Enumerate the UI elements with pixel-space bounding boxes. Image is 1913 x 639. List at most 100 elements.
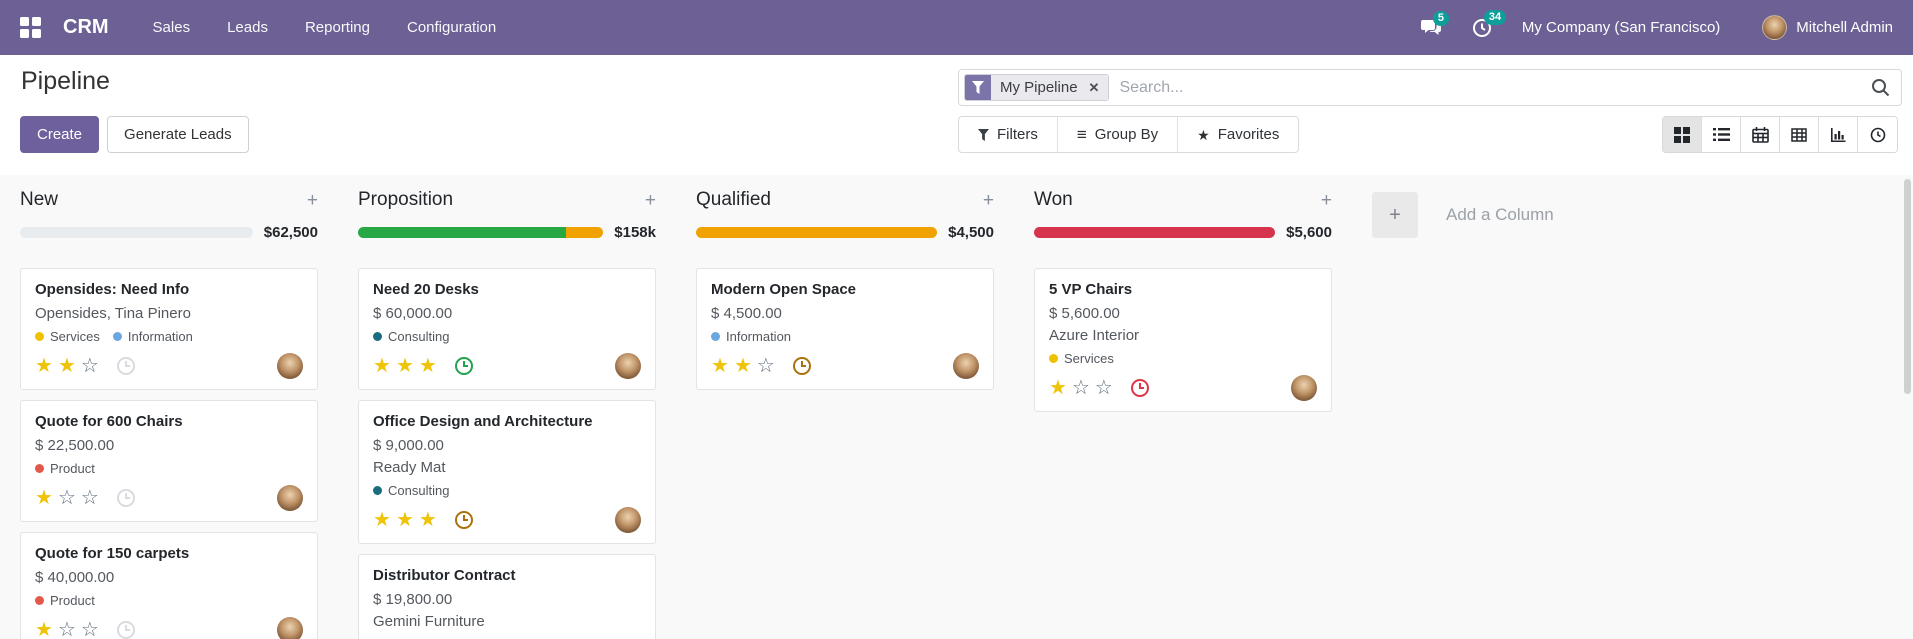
- star-filled-icon[interactable]: ★: [35, 487, 58, 509]
- activity-clock-icon[interactable]: [454, 357, 473, 375]
- menu-reporting[interactable]: Reporting: [304, 19, 370, 36]
- salesperson-avatar[interactable]: [953, 353, 979, 379]
- create-button[interactable]: Create: [20, 116, 100, 153]
- app-name[interactable]: CRM: [63, 16, 109, 38]
- priority-stars[interactable]: ★★☆: [35, 356, 104, 376]
- star-filled-icon[interactable]: ★: [395, 509, 419, 531]
- user-menu[interactable]: Mitchell Admin: [1796, 19, 1893, 36]
- quick-create-icon[interactable]: +: [306, 189, 318, 211]
- progress-segment-planned[interactable]: [358, 227, 567, 238]
- activity-clock-icon[interactable]: [116, 489, 135, 507]
- menu-leads[interactable]: Leads: [227, 19, 268, 36]
- activity-clock-icon[interactable]: [454, 511, 473, 529]
- kanban-card[interactable]: Distributor Contract $ 19,800.00 Gemini …: [358, 554, 656, 639]
- tag-dot: [112, 332, 122, 341]
- salesperson-avatar[interactable]: [1291, 375, 1317, 401]
- column-progressbar[interactable]: [1034, 227, 1276, 238]
- view-switch-graph[interactable]: [1819, 117, 1858, 152]
- star-filled-icon[interactable]: ★: [373, 355, 396, 377]
- kanban-column-won: Won + $5,600 5 VP Chairs $ 5,600.00 Azur…: [1034, 189, 1332, 422]
- kanban-card[interactable]: Quote for 600 Chairs $ 22,500.00 Product…: [20, 400, 318, 522]
- user-avatar[interactable]: [1762, 15, 1788, 40]
- search-bar[interactable]: My Pipeline ✕: [958, 69, 1902, 106]
- salesperson-avatar[interactable]: [615, 507, 641, 533]
- company-switcher[interactable]: My Company (San Francisco): [1521, 19, 1721, 36]
- activity-clock-icon[interactable]: [792, 357, 811, 375]
- add-column-button[interactable]: +: [1372, 192, 1418, 238]
- quick-create-icon[interactable]: +: [1320, 189, 1332, 211]
- star-filled-icon[interactable]: ★: [418, 509, 442, 531]
- activity-clock-icon[interactable]: [1130, 379, 1149, 397]
- star-filled-icon[interactable]: ★: [35, 355, 58, 377]
- column-progressbar[interactable]: [20, 227, 253, 238]
- salesperson-avatar[interactable]: [277, 485, 303, 511]
- kanban-card[interactable]: Office Design and Architecture $ 9,000.0…: [358, 400, 656, 544]
- view-switch-activity[interactable]: [1858, 117, 1897, 152]
- priority-stars[interactable]: ★★★: [373, 356, 442, 376]
- quick-create-icon[interactable]: +: [982, 189, 994, 211]
- salesperson-avatar[interactable]: [615, 353, 641, 379]
- menu-configuration[interactable]: Configuration: [407, 19, 497, 36]
- favorites-button[interactable]: ★ Favorites: [1197, 126, 1280, 143]
- view-switch-pivot[interactable]: [1780, 117, 1819, 152]
- progress-segment-today[interactable]: [566, 227, 604, 238]
- kanban-card[interactable]: Need 20 Desks $ 60,000.00 Consulting ★★★: [358, 268, 656, 390]
- star-filled-icon[interactable]: ★: [373, 509, 396, 531]
- star-empty-icon[interactable]: ☆: [1094, 377, 1118, 399]
- star-filled-icon[interactable]: ★: [711, 355, 734, 377]
- search-facet: My Pipeline ✕: [964, 74, 1110, 101]
- messages-menu-button[interactable]: 5: [1420, 10, 1450, 37]
- star-empty-icon[interactable]: ☆: [80, 619, 104, 639]
- star-filled-icon[interactable]: ★: [395, 355, 419, 377]
- priority-stars[interactable]: ★☆☆: [35, 488, 104, 508]
- card-amount: $ 40,000.00: [35, 569, 115, 586]
- salesperson-avatar[interactable]: [277, 617, 303, 639]
- star-filled-icon[interactable]: ★: [57, 355, 81, 377]
- star-empty-icon[interactable]: ☆: [57, 619, 81, 639]
- filters-button[interactable]: Filters: [959, 117, 1058, 152]
- view-switch-kanban[interactable]: [1663, 117, 1702, 152]
- priority-stars[interactable]: ★☆☆: [35, 620, 104, 639]
- quick-create-icon[interactable]: +: [644, 189, 656, 211]
- kanban-column-proposition: Proposition + $158k Need 20 Desks $ 60,0…: [358, 189, 656, 639]
- star-filled-icon[interactable]: ★: [418, 355, 442, 377]
- progress-segment-overdue[interactable]: [1034, 227, 1276, 238]
- star-empty-icon[interactable]: ☆: [80, 487, 104, 509]
- menu-sales[interactable]: Sales: [152, 19, 191, 36]
- apps-menu-icon[interactable]: [20, 17, 41, 38]
- card-title: Office Design and Architecture: [373, 413, 593, 430]
- star-empty-icon[interactable]: ☆: [57, 487, 81, 509]
- top-navbar: CRM Sales Leads Reporting Configuration …: [0, 0, 1913, 55]
- priority-stars[interactable]: ★★☆: [711, 356, 780, 376]
- kanban-card[interactable]: Opensides: Need Info Opensides, Tina Pin…: [20, 268, 318, 390]
- card-amount: $ 5,600.00: [1049, 305, 1120, 322]
- column-total: $5,600: [1286, 224, 1332, 241]
- star-empty-icon[interactable]: ☆: [80, 355, 104, 377]
- scrollbar-thumb[interactable]: [1904, 179, 1911, 394]
- search-input[interactable]: [1117, 77, 1871, 98]
- search-icon[interactable]: [1871, 78, 1890, 97]
- generate-leads-button[interactable]: Generate Leads: [107, 116, 249, 153]
- star-filled-icon[interactable]: ★: [1049, 377, 1072, 399]
- activities-menu-button[interactable]: 34: [1472, 9, 1507, 38]
- remove-facet-icon[interactable]: ✕: [1086, 75, 1109, 100]
- group-by-button[interactable]: ≡ Group By: [1058, 117, 1179, 152]
- activity-clock-icon[interactable]: [116, 621, 135, 639]
- column-progressbar[interactable]: [358, 227, 604, 238]
- view-switch-calendar[interactable]: [1741, 117, 1780, 152]
- progress-segment-today[interactable]: [696, 227, 938, 238]
- priority-stars[interactable]: ★★★: [373, 510, 442, 530]
- priority-stars[interactable]: ★☆☆: [1049, 378, 1118, 398]
- view-switch-list[interactable]: [1702, 117, 1741, 152]
- kanban-card[interactable]: 5 VP Chairs $ 5,600.00 Azure Interior Se…: [1034, 268, 1332, 412]
- kanban-card[interactable]: Quote for 150 carpets $ 40,000.00 Produc…: [20, 532, 318, 639]
- activity-clock-icon[interactable]: [116, 357, 135, 375]
- salesperson-avatar[interactable]: [277, 353, 303, 379]
- star-empty-icon[interactable]: ☆: [756, 355, 780, 377]
- star-empty-icon[interactable]: ☆: [1071, 377, 1095, 399]
- star-filled-icon[interactable]: ★: [35, 619, 58, 639]
- column-total: $158k: [614, 224, 656, 241]
- star-filled-icon[interactable]: ★: [733, 355, 757, 377]
- kanban-card[interactable]: Modern Open Space $ 4,500.00 Information…: [696, 268, 994, 390]
- column-progressbar[interactable]: [696, 227, 938, 238]
